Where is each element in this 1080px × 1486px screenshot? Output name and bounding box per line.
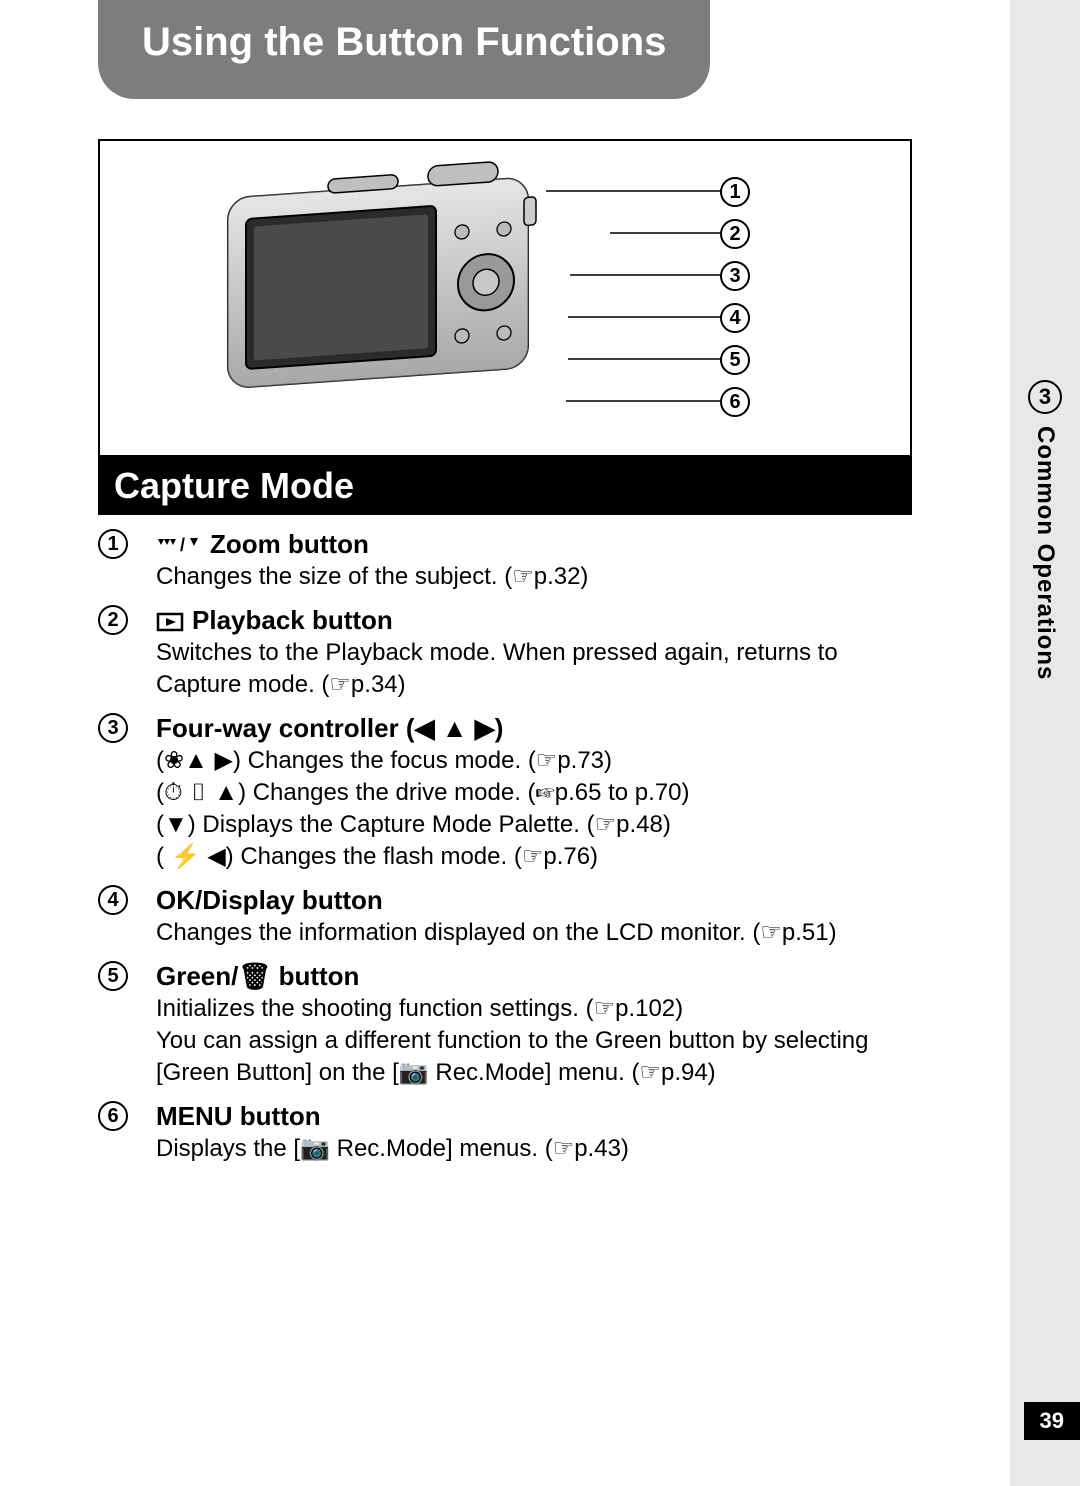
item-desc-line: (❀▲ ▶) Changes the focus mode. (☞p.73) [156, 745, 912, 777]
item-body: MENU buttonDisplays the [📷 Rec.Mode] men… [156, 1099, 912, 1165]
item-title: MENU button [156, 1099, 912, 1133]
item-number: 4 [98, 885, 128, 915]
callout-column: 1 2 3 4 5 6 [720, 177, 750, 429]
item-desc-line: Changes the information displayed on the… [156, 917, 912, 949]
callout-1: 1 [720, 177, 750, 207]
item-body: Green/🗑 buttonInitializes the shooting f… [156, 959, 912, 1089]
item-title: OK/Display button [156, 883, 912, 917]
item-number: 1 [98, 529, 128, 559]
playback-icon [156, 603, 186, 637]
item-body: OK/Display buttonChanges the information… [156, 883, 912, 949]
callout-4: 4 [720, 303, 750, 333]
item-number: 6 [98, 1101, 128, 1131]
item-number: 2 [98, 605, 128, 635]
item-title-text: OK/Display button [156, 883, 383, 917]
item-title: Four-way controller (◀ ▲ ▶) [156, 711, 912, 745]
item-desc-line: Displays the [📷 Rec.Mode] menus. (☞p.43) [156, 1133, 912, 1165]
button-descriptions: 1 / Zoom buttonChanges the size of the su… [98, 527, 912, 1165]
item-body: / Zoom buttonChanges the size of the sub… [156, 527, 912, 593]
item-title: Green/🗑 button [156, 959, 912, 993]
item-desc-line: You can assign a different function to t… [156, 1025, 912, 1089]
item-title: Playback button [156, 603, 912, 637]
item-desc-line: Initializes the shooting function settin… [156, 993, 912, 1025]
item-desc-line: Changes the size of the subject. (☞p.32) [156, 561, 912, 593]
item-body: Four-way controller (◀ ▲ ▶)(❀▲ ▶) Change… [156, 711, 912, 873]
camera-diagram-box: 1 2 3 4 5 6 [98, 139, 912, 457]
section-heading: Capture Mode [114, 465, 354, 506]
item-number: 3 [98, 713, 128, 743]
svg-text:/: / [180, 535, 185, 555]
item-number: 5 [98, 961, 128, 991]
item-title-text: Four-way controller (◀ ▲ ▶) [156, 711, 503, 745]
callout-6: 6 [720, 387, 750, 417]
callout-5: 5 [720, 345, 750, 375]
item-title-text: Playback button [192, 603, 393, 637]
callout-2: 2 [720, 219, 750, 249]
page-title-tab: Using the Button Functions [98, 0, 710, 99]
callout-3: 3 [720, 261, 750, 291]
item-2: 2 Playback buttonSwitches to the Playbac… [98, 603, 912, 701]
item-6: 6 MENU buttonDisplays the [📷 Rec.Mode] m… [98, 1099, 912, 1165]
item-5: 5 Green/🗑 buttonInitializes the shooting… [98, 959, 912, 1089]
manual-page: Using the Button Functions [0, 0, 1010, 1486]
chapter-side-tab: 3 Common Operations [1010, 380, 1080, 680]
item-desc-line: ( ⚡ ◀) Changes the flash mode. (☞p.76) [156, 841, 912, 873]
item-desc-line: Switches to the Playback mode. When pres… [156, 637, 912, 701]
section-heading-bar: Capture Mode [98, 457, 912, 515]
item-title: / Zoom button [156, 527, 912, 561]
item-title-text: MENU button [156, 1099, 321, 1133]
item-3: 3 Four-way controller (◀ ▲ ▶)(❀▲ ▶) Chan… [98, 711, 912, 873]
page-title: Using the Button Functions [142, 20, 666, 64]
item-desc-line: (▼) Displays the Capture Mode Palette. (… [156, 809, 912, 841]
zoom-icon: / [156, 527, 204, 561]
item-title-text: Zoom button [210, 527, 369, 561]
item-4: 4 OK/Display buttonChanges the informati… [98, 883, 912, 949]
chapter-number: 3 [1028, 380, 1062, 414]
page-number-tab: 39 [1024, 1402, 1080, 1440]
leader-lines [218, 141, 778, 459]
item-desc-line: (⏱ ▯ ▲) Changes the drive mode. (☞p.65 t… [156, 777, 912, 809]
item-1: 1 / Zoom buttonChanges the size of the su… [98, 527, 912, 593]
chapter-title: Common Operations [1031, 426, 1059, 680]
item-title-text: Green/🗑 button [156, 959, 359, 993]
page-number: 39 [1040, 1408, 1064, 1433]
item-body: Playback buttonSwitches to the Playback … [156, 603, 912, 701]
